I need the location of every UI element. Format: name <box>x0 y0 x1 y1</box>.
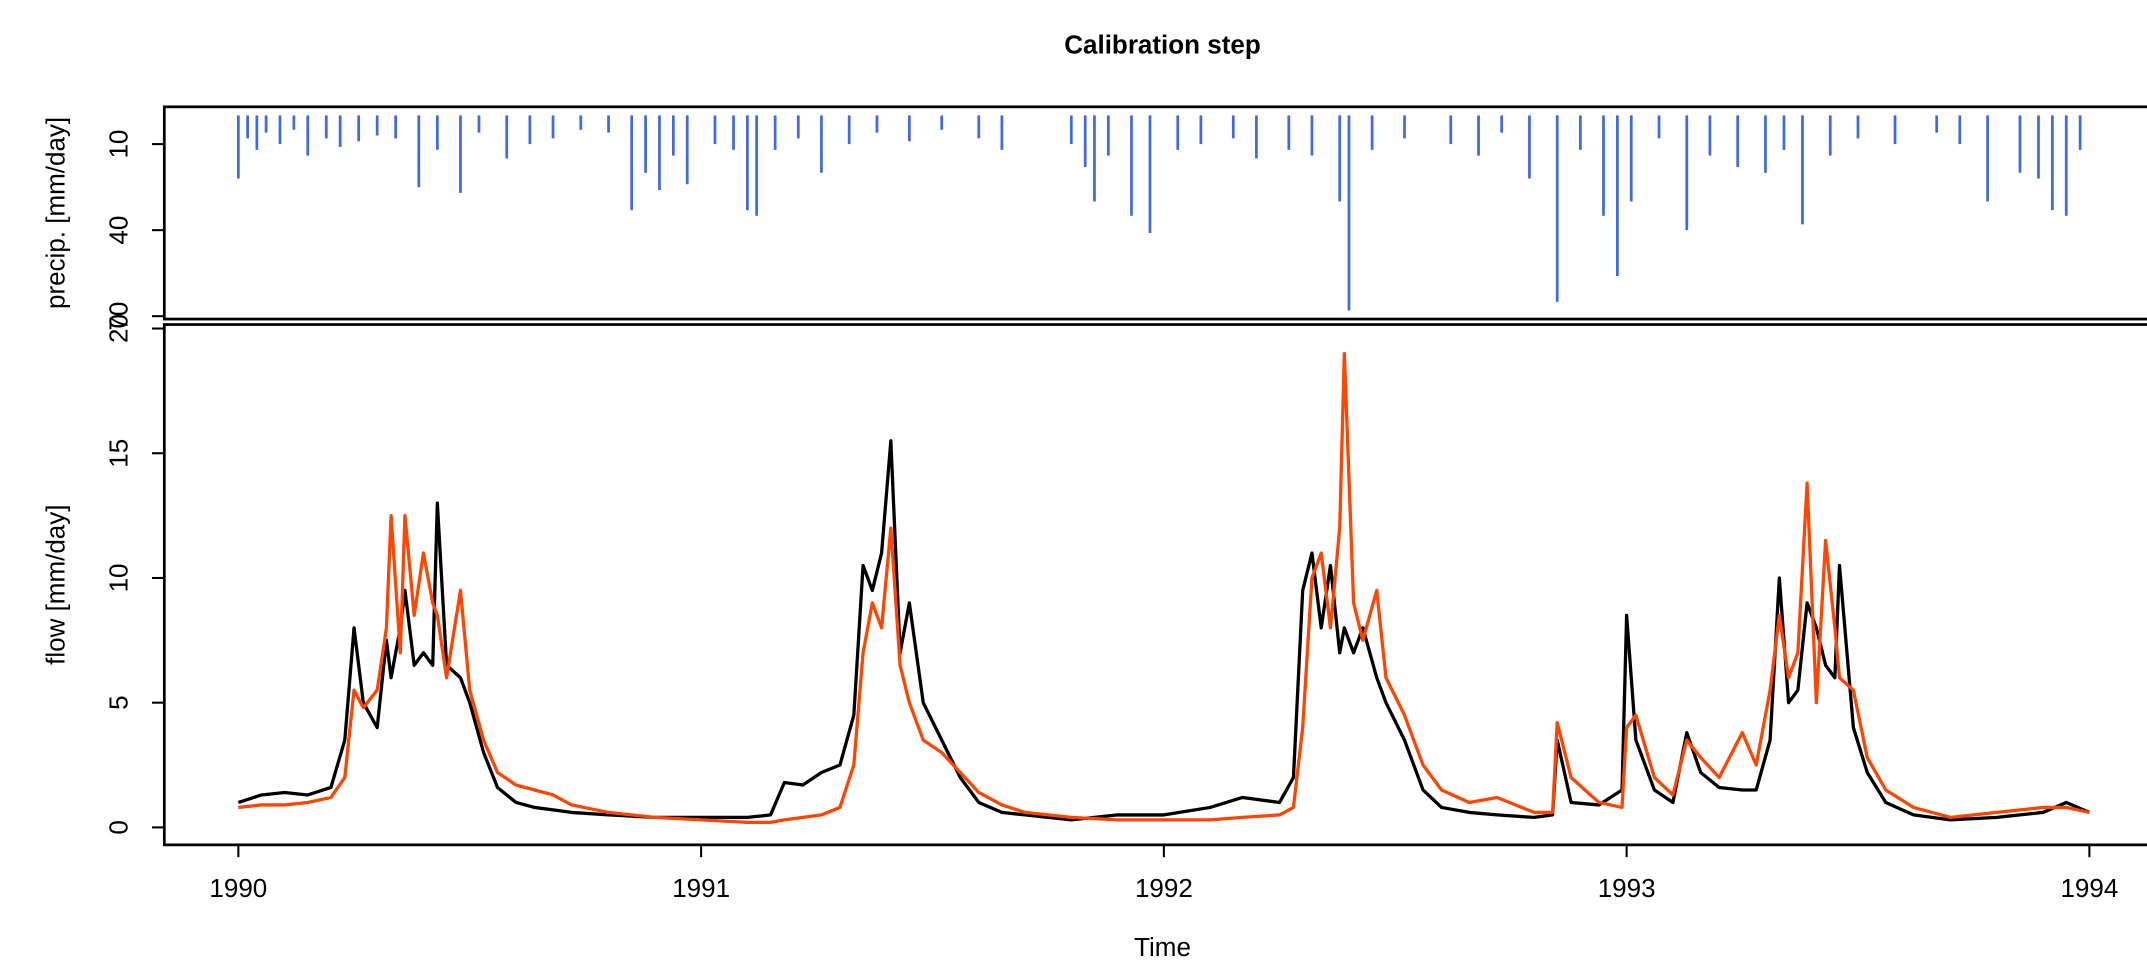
y-axis-label: precip. [mm/day] <box>40 117 70 309</box>
y-tick-label: 70 <box>103 302 133 331</box>
flow-line <box>238 351 2090 825</box>
y-tick-label: 40 <box>103 216 133 245</box>
y-tick-label: 10 <box>103 130 133 159</box>
flow-line <box>237 439 2091 822</box>
x-tick-label: 1991 <box>672 873 730 903</box>
panel-frame <box>162 323 2147 847</box>
y-axis-label: flow [mm/day] <box>40 505 70 665</box>
panel-frame <box>162 105 2147 321</box>
y-tick-label: 15 <box>103 439 133 468</box>
chart-title: Calibration step <box>1064 29 1260 59</box>
x-tick-label: 1990 <box>209 873 267 903</box>
y-tick-label: 0 <box>103 820 133 834</box>
x-tick-label: 1992 <box>1135 873 1193 903</box>
x-axis-label: Time <box>1134 932 1191 962</box>
y-tick-label: 10 <box>103 563 133 592</box>
x-tick-label: 1993 <box>1598 873 1656 903</box>
x-tick-label: 1994 <box>2060 873 2118 903</box>
y-tick-label: 20 <box>103 314 133 343</box>
y-tick-label: 5 <box>103 695 133 709</box>
